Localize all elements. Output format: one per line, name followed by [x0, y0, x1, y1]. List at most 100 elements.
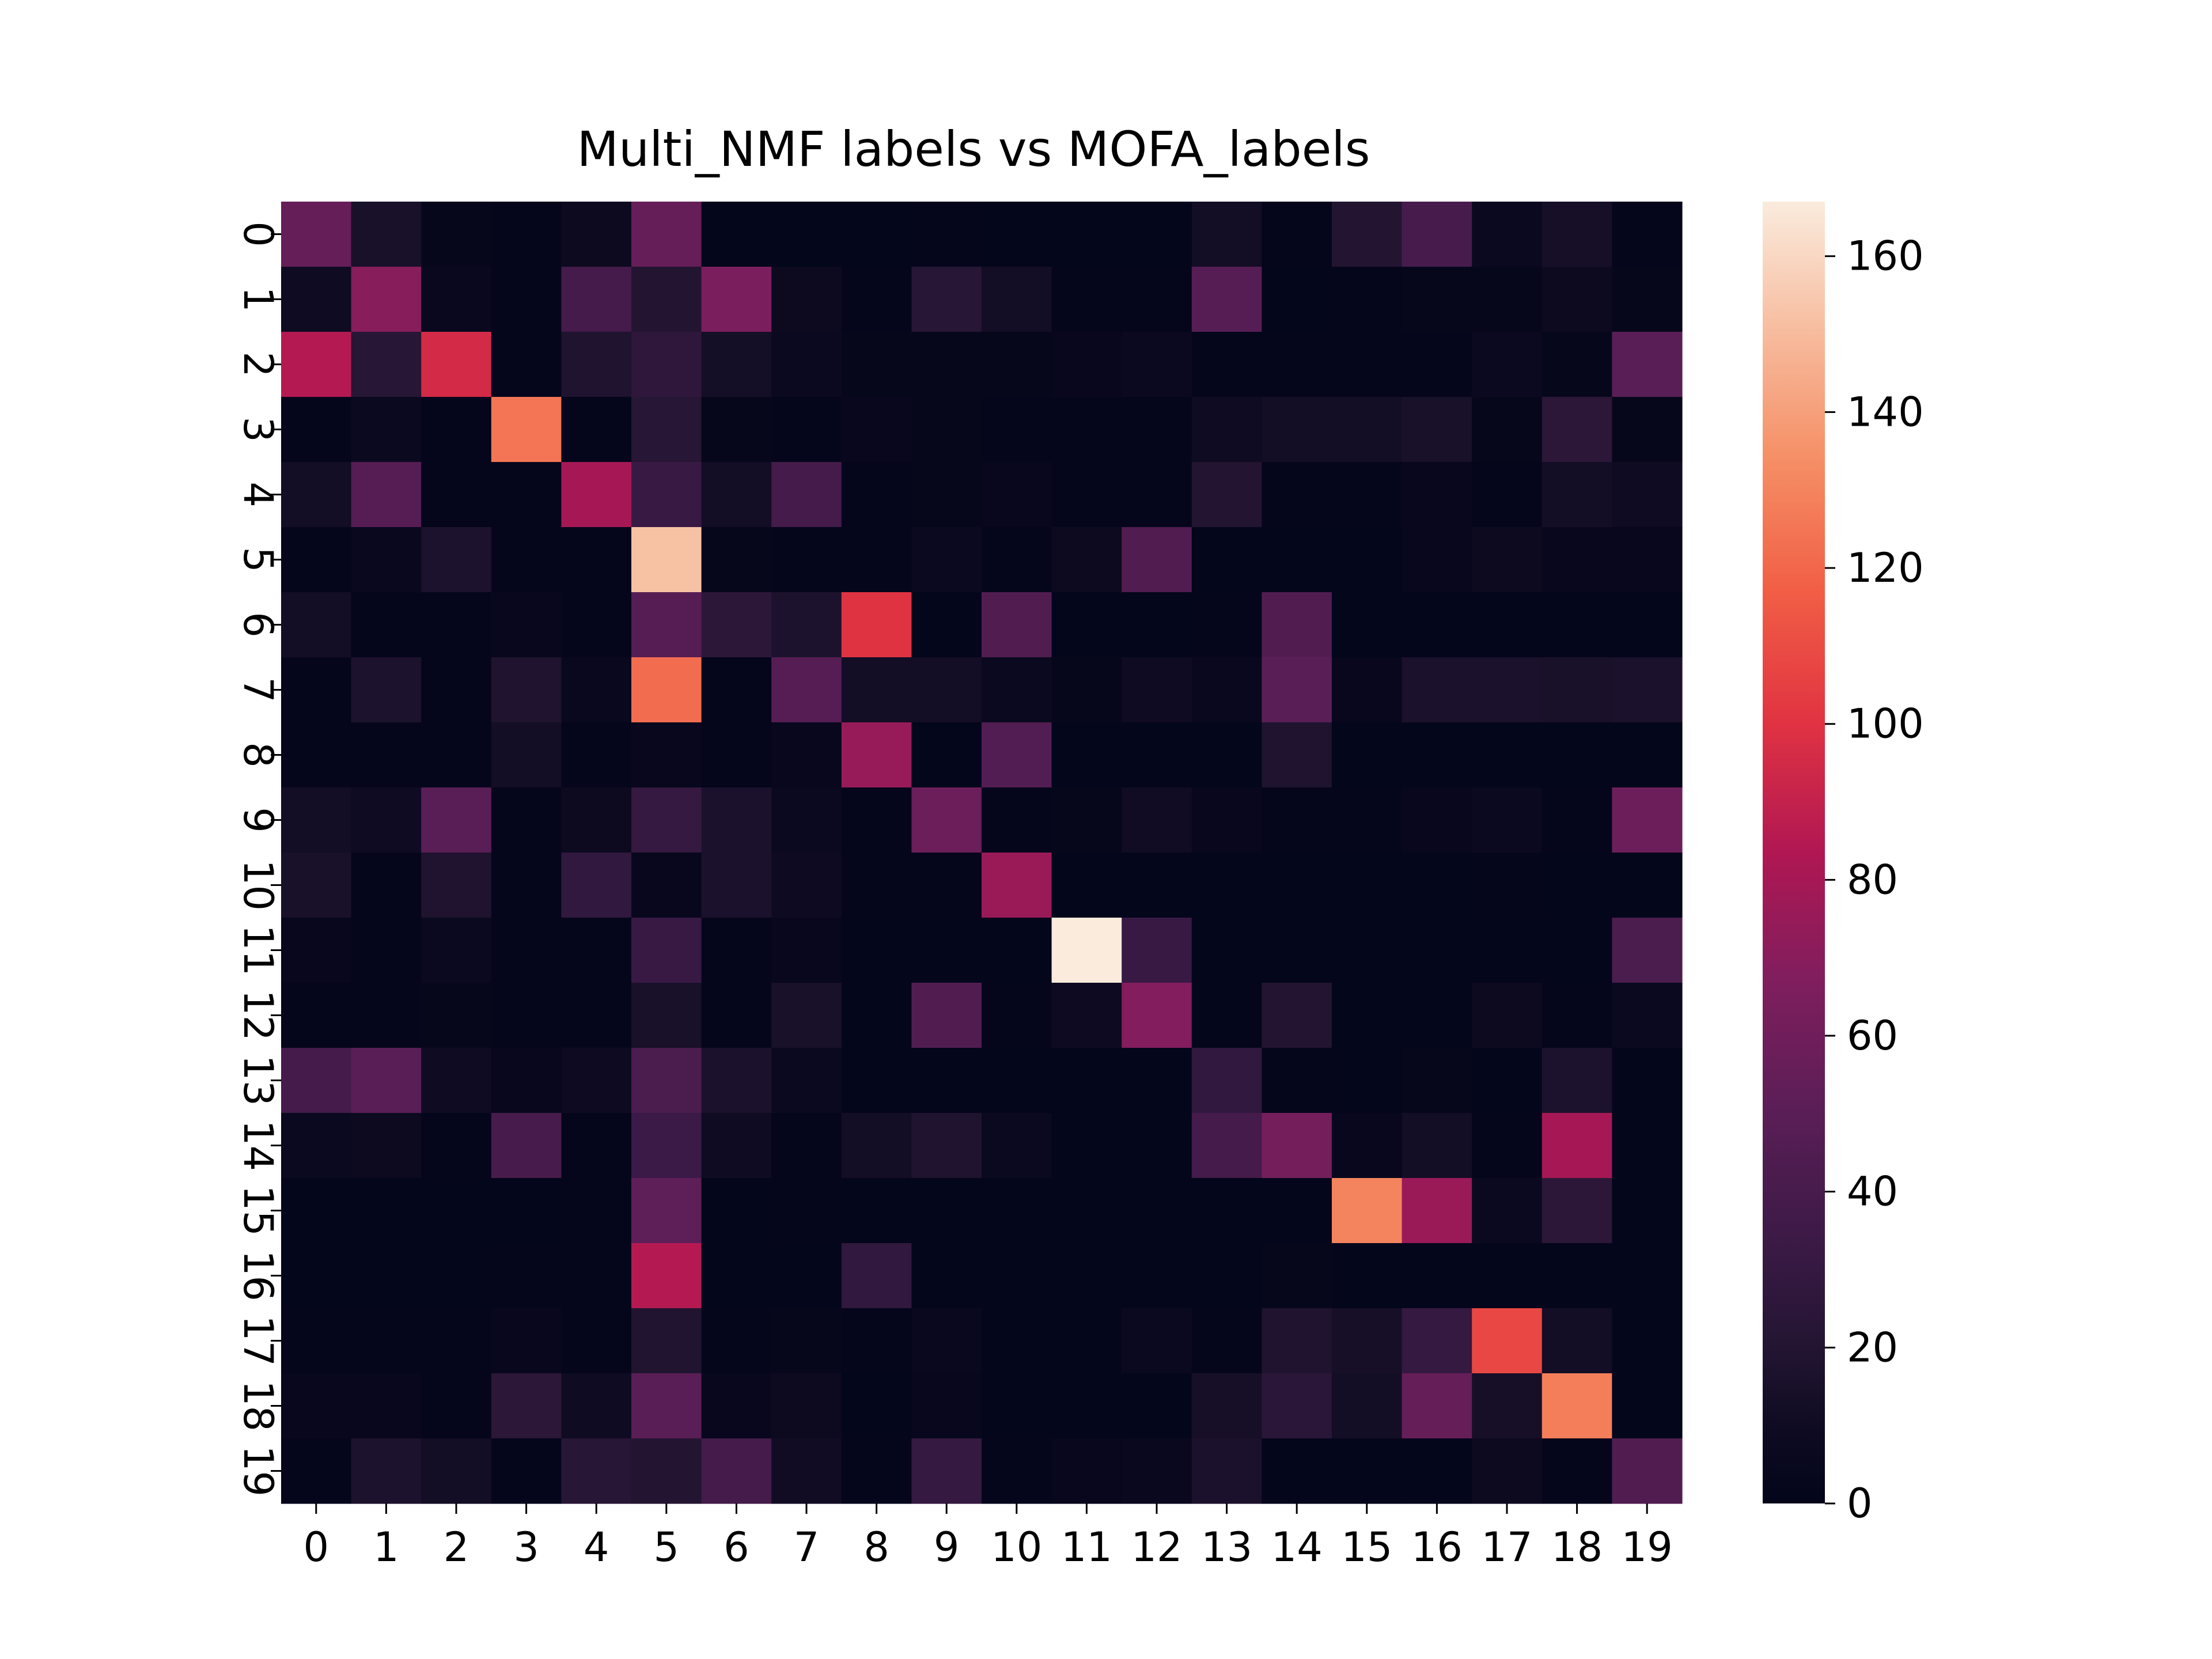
heatmap-cell-r12-c7 — [771, 983, 842, 1048]
heatmap-cell-r18-c5 — [631, 1373, 702, 1439]
colorbar-tick-label: 0 — [1847, 1480, 1873, 1527]
heatmap-cell-r17-c3 — [491, 1308, 562, 1374]
heatmap-cell-r6-c11 — [1051, 592, 1122, 658]
heatmap-cell-r7-c16 — [1402, 657, 1472, 723]
heatmap-cell-r0-c12 — [1122, 202, 1192, 267]
heatmap-cell-r10-c4 — [561, 853, 632, 918]
heatmap-cell-r13-c13 — [1191, 1048, 1262, 1113]
heatmap-cell-r1-c11 — [1051, 267, 1122, 332]
heatmap-cell-r13-c0 — [281, 1048, 352, 1113]
heatmap-cell-r18-c11 — [1051, 1373, 1122, 1439]
heatmap-cell-r14-c16 — [1402, 1113, 1472, 1179]
heatmap-cell-r17-c15 — [1332, 1308, 1403, 1374]
heatmap-cell-r3-c18 — [1541, 397, 1612, 463]
heatmap-cell-r19-c14 — [1262, 1438, 1332, 1504]
heatmap-cell-r6-c3 — [491, 592, 562, 658]
heatmap-cell-r3-c2 — [421, 397, 492, 463]
heatmap-cell-r10-c18 — [1541, 853, 1612, 918]
heatmap-cell-r15-c11 — [1051, 1178, 1122, 1244]
heatmap-cell-r17-c17 — [1472, 1308, 1543, 1374]
heatmap-cell-r9-c4 — [561, 787, 632, 853]
heatmap-cell-r17-c9 — [911, 1308, 982, 1374]
heatmap-cell-r15-c5 — [631, 1178, 702, 1244]
heatmap-cell-r12-c12 — [1122, 983, 1192, 1048]
heatmap-cell-r9-c10 — [982, 787, 1052, 853]
heatmap-cell-r18-c9 — [911, 1373, 982, 1439]
heatmap-cell-r10-c9 — [911, 853, 982, 918]
heatmap-cell-r16-c19 — [1612, 1243, 1683, 1309]
heatmap-cell-r16-c10 — [982, 1243, 1052, 1309]
heatmap-cell-r7-c11 — [1051, 657, 1122, 723]
heatmap-cell-r9-c14 — [1262, 787, 1332, 853]
heatmap-cell-r12-c2 — [421, 983, 492, 1048]
heatmap-cell-r13-c6 — [701, 1048, 772, 1113]
heatmap-cell-r16-c6 — [701, 1243, 772, 1309]
heatmap-cell-r9-c9 — [911, 787, 982, 853]
heatmap-cell-r18-c4 — [561, 1373, 632, 1439]
heatmap-cell-r12-c14 — [1262, 983, 1332, 1048]
x-axis: 0 1 2 3 4 5 6 7 8 9 10 11 12 13 14 15 16 17 18 19 — [304, 1503, 1673, 1571]
heatmap-cell-r7-c9 — [911, 657, 982, 723]
heatmap-cell-r4-c1 — [351, 462, 422, 528]
heatmap-cell-r2-c15 — [1332, 332, 1403, 397]
heatmap-cell-r9-c5 — [631, 787, 702, 853]
heatmap-cell-r6-c5 — [631, 592, 702, 658]
heatmap-cell-r8-c13 — [1191, 722, 1262, 788]
heatmap-cell-r2-c4 — [561, 332, 632, 397]
heatmap-cell-r12-c8 — [841, 983, 912, 1048]
heatmap-cell-r13-c9 — [911, 1048, 982, 1113]
heatmap-cell-r11-c12 — [1122, 918, 1192, 983]
heatmap-cell-r13-c7 — [771, 1048, 842, 1113]
colorbar-tick-label: 20 — [1847, 1324, 1898, 1371]
heatmap-cell-r14-c6 — [701, 1113, 772, 1179]
heatmap-cell-r12-c17 — [1472, 983, 1543, 1048]
heatmap-cell-r17-c7 — [771, 1308, 842, 1374]
heatmap-cell-r15-c15 — [1332, 1178, 1403, 1244]
heatmap-cell-r1-c13 — [1191, 267, 1262, 332]
heatmap-cell-r16-c15 — [1332, 1243, 1403, 1309]
heatmap-cell-r10-c10 — [982, 853, 1052, 918]
heatmap-cell-r15-c18 — [1541, 1178, 1612, 1244]
x-tick-label: 5 — [654, 1524, 680, 1571]
heatmap-cell-r19-c10 — [982, 1438, 1052, 1504]
heatmap-cell-r15-c10 — [982, 1178, 1052, 1244]
colorbar: 0 20 40 60 80 100 120 140 160 — [1763, 202, 1924, 1527]
heatmap-cell-r4-c6 — [701, 462, 772, 528]
heatmap-cell-r1-c17 — [1472, 267, 1543, 332]
heatmap-cell-r2-c19 — [1612, 332, 1683, 397]
heatmap-cell-r9-c13 — [1191, 787, 1262, 853]
heatmap-cell-r2-c14 — [1262, 332, 1332, 397]
heatmap-cell-r5-c4 — [561, 527, 632, 593]
heatmap-cell-r11-c6 — [701, 918, 772, 983]
heatmap-cell-r11-c11 — [1051, 918, 1122, 983]
heatmap-cell-r5-c9 — [911, 527, 982, 593]
x-tick-label: 16 — [1411, 1524, 1463, 1571]
heatmap-cell-r11-c14 — [1262, 918, 1332, 983]
heatmap-cell-r11-c19 — [1612, 918, 1683, 983]
heatmap-cell-r14-c2 — [421, 1113, 492, 1179]
x-tick-label: 18 — [1551, 1524, 1603, 1571]
heatmap-cell-r17-c11 — [1051, 1308, 1122, 1374]
heatmap-cell-r1-c6 — [701, 267, 772, 332]
heatmap-cell-r0-c4 — [561, 202, 632, 267]
heatmap-cell-r5-c10 — [982, 527, 1052, 593]
heatmap-cell-r9-c16 — [1402, 787, 1472, 853]
y-tick-label: 0 — [234, 221, 282, 247]
heatmap-cell-r2-c17 — [1472, 332, 1543, 397]
heatmap-cell-r15-c19 — [1612, 1178, 1683, 1244]
heatmap-cell-r11-c17 — [1472, 918, 1543, 983]
heatmap-cell-r17-c1 — [351, 1308, 422, 1374]
y-tick-label: 7 — [234, 677, 282, 703]
heatmap-cell-r16-c5 — [631, 1243, 702, 1309]
heatmap-cell-r12-c9 — [911, 983, 982, 1048]
heatmap-cell-r4-c4 — [561, 462, 632, 528]
heatmap-cell-r13-c8 — [841, 1048, 912, 1113]
heatmap-cell-r14-c9 — [911, 1113, 982, 1179]
heatmap-cell-r13-c15 — [1332, 1048, 1403, 1113]
heatmap-cell-r15-c4 — [561, 1178, 632, 1244]
heatmap-cell-r0-c9 — [911, 202, 982, 267]
y-tick-label: 12 — [234, 990, 282, 1041]
heatmap-cell-r19-c8 — [841, 1438, 912, 1504]
heatmap-cell-r14-c12 — [1122, 1113, 1192, 1179]
